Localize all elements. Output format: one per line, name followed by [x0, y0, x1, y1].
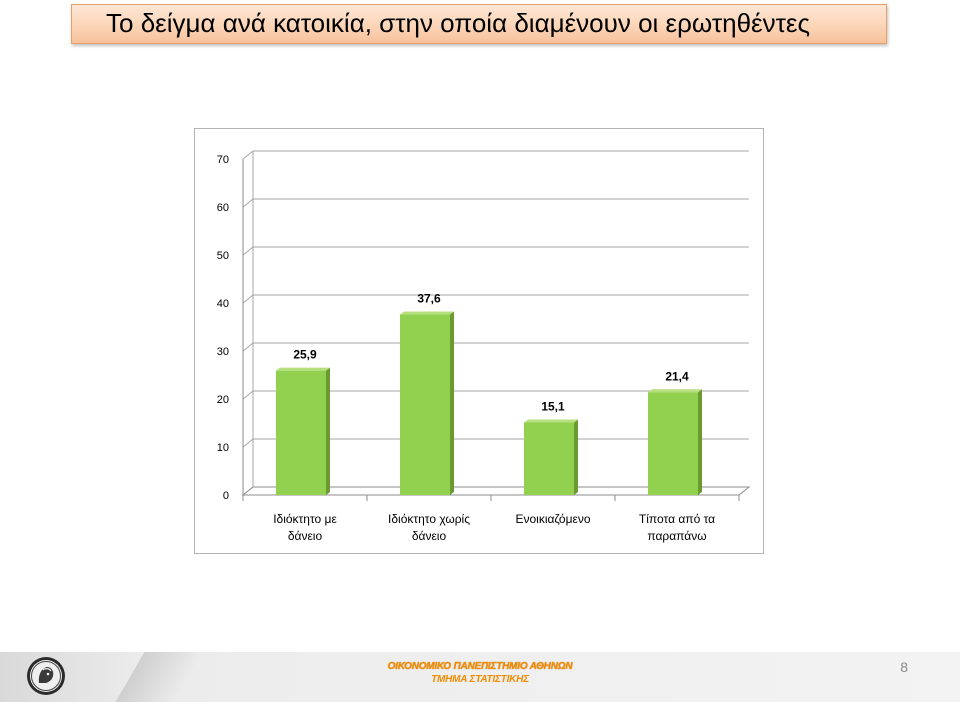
- bar-side: [698, 389, 702, 495]
- y-tick-label: 30: [217, 346, 229, 358]
- university-name: ΟΙΚΟΝΟΜΙΚΟ ΠΑΝΕΠΙΣΤΗΜΙΟ ΑΘΗΝΩΝ: [387, 661, 573, 672]
- department-name: ΤΜΗΜΑ ΣΤΑΤΙΣΤΙΚΗΣ: [431, 674, 529, 685]
- x-category-label: παραπάνω: [647, 529, 706, 543]
- x-category-label: Ενοικιαζόμενο: [515, 512, 590, 526]
- page-number: 8: [900, 659, 908, 675]
- bar-side: [450, 311, 454, 495]
- gridline-side: [242, 198, 254, 208]
- slide-title-box: Το δείγμα ανά κατοικία, στην οποία διαμέ…: [71, 4, 887, 44]
- bar: [400, 314, 450, 495]
- y-tick-label: 0: [223, 490, 229, 502]
- bar-side: [574, 419, 578, 495]
- data-label: 25,9: [293, 348, 317, 362]
- gridline-side: [242, 150, 254, 160]
- bar-top: [276, 367, 330, 371]
- bar: [648, 392, 698, 495]
- bar: [524, 422, 574, 495]
- x-category-label: Τίποτα από τα: [639, 512, 715, 526]
- slide-title: Το δείγμα ανά κατοικία, στην οποία διαμέ…: [106, 8, 811, 38]
- bar-top: [648, 389, 702, 393]
- gridline-side: [242, 342, 254, 352]
- gridline-side: [242, 246, 254, 256]
- slide-footer: ΟΙΚΟΝΟΜΙΚΟ ΠΑΝΕΠΙΣΤΗΜΙΟ ΑΘΗΝΩΝ ΤΜΗΜΑ ΣΤΑ…: [0, 652, 960, 702]
- bar-top: [524, 419, 578, 423]
- x-category-label: Ιδιόκτητο με: [273, 512, 337, 526]
- data-label: 21,4: [665, 369, 689, 383]
- data-label: 37,6: [417, 292, 441, 306]
- y-tick-label: 70: [217, 154, 229, 166]
- gridline-side: [242, 390, 254, 400]
- y-tick-label: 20: [217, 394, 229, 406]
- x-category-label: Ιδιόκτητο χωρίς: [388, 512, 470, 526]
- y-tick-label: 60: [217, 202, 229, 214]
- gridline-side: [242, 294, 254, 304]
- x-category-label: δάνειο: [412, 529, 447, 543]
- chart-frame: 0 10 20 30 40 50 60 70 25,9 Ιδιόκτητο με δάνειο 37,…: [194, 128, 764, 554]
- university-seal-icon: [27, 657, 65, 695]
- bar-chart: 0 10 20 30 40 50 60 70 25,9 Ιδιόκτητο με δάνειο 37,…: [217, 150, 751, 543]
- bar-top: [400, 311, 454, 315]
- gridline-side: [242, 438, 254, 448]
- data-label: 15,1: [541, 400, 565, 414]
- bar-side: [326, 367, 330, 495]
- y-tick-label: 10: [217, 442, 229, 454]
- y-tick-label: 50: [217, 250, 229, 262]
- x-category-label: δάνειο: [288, 529, 323, 543]
- bar: [276, 370, 326, 495]
- y-tick-label: 40: [217, 298, 229, 310]
